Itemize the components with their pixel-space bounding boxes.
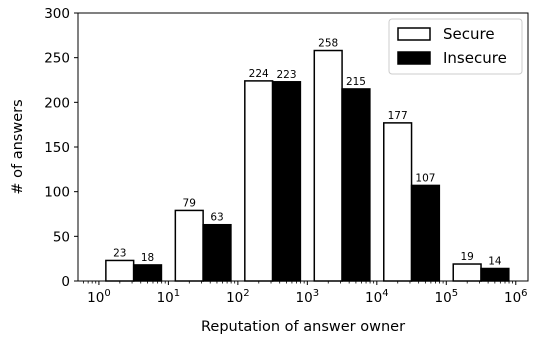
x-axis: 100 101 102 103 104 105 106 (83, 281, 528, 306)
x-tick-label-5: 105 (435, 288, 459, 306)
bar-secure-2 (244, 80, 274, 282)
x-tick-exponent-1: 1 (174, 288, 180, 299)
bar-insecure-3 (341, 88, 371, 282)
y-tick-label-250: 250 (44, 51, 70, 67)
data-label-insecure-2: 223 (276, 69, 296, 81)
y-tick-label-0: 0 (61, 274, 70, 290)
bar-secure-1 (174, 209, 204, 282)
bar-secure-5 (452, 263, 482, 282)
data-label-secure-5: 19 (460, 251, 473, 263)
y-axis: 0 50 100 150 200 250 300 (44, 6, 78, 290)
y-tick-label-300: 300 (44, 6, 70, 22)
legend: Secure Insecure (388, 18, 523, 75)
bar-insecure-5 (480, 267, 510, 282)
legend-label-insecure: Insecure (443, 49, 507, 67)
y-tick-label-50: 50 (53, 229, 70, 245)
data-label-secure-4: 177 (388, 110, 408, 122)
x-tick-exponent-3: 3 (313, 288, 319, 299)
data-label-secure-0: 23 (113, 247, 126, 259)
x-tick-label-0: 100 (87, 288, 111, 306)
bars-layer (105, 49, 510, 282)
x-tick-label-2: 102 (226, 288, 250, 306)
data-label-insecure-0: 18 (141, 252, 154, 264)
y-axis-title: # of answers (10, 99, 26, 194)
data-label-secure-3: 258 (318, 38, 338, 50)
bar-insecure-4 (410, 184, 441, 282)
x-tick-label-3: 103 (296, 288, 320, 306)
bar-secure-3 (313, 49, 343, 282)
x-tick-exponent-2: 2 (243, 288, 249, 299)
bar-insecure-1 (202, 223, 232, 282)
x-tick-label-1: 101 (157, 288, 181, 306)
bar-insecure-0 (132, 264, 163, 282)
x-tick-label-4: 104 (365, 288, 389, 306)
data-label-insecure-4: 107 (415, 172, 435, 184)
x-tick-exponent-6: 6 (521, 288, 527, 299)
data-label-secure-1: 79 (183, 197, 196, 209)
data-label-secure-2: 224 (249, 68, 269, 80)
bar-secure-4 (383, 122, 413, 282)
y-tick-label-100: 100 (44, 185, 70, 201)
y-tick-label-150: 150 (44, 140, 70, 156)
legend-label-secure: Secure (443, 25, 495, 43)
data-labels-layer: 23 18 79 63 224 223 258 215 177 107 19 14 (113, 38, 502, 268)
y-tick-label-200: 200 (44, 95, 70, 111)
bar-insecure-2 (271, 81, 302, 282)
x-tick-label-6: 106 (504, 288, 528, 306)
data-label-insecure-1: 63 (210, 212, 223, 224)
x-axis-title: Reputation of answer owner (201, 319, 405, 335)
legend-swatch-insecure (397, 51, 431, 65)
data-label-insecure-3: 215 (346, 76, 366, 88)
legend-swatch-secure (397, 27, 431, 41)
x-tick-exponent-4: 4 (382, 288, 388, 299)
bar-secure-0 (105, 259, 135, 282)
x-tick-exponent-0: 0 (104, 288, 110, 299)
x-tick-exponent-5: 5 (452, 288, 458, 299)
data-label-insecure-5: 14 (488, 255, 502, 267)
